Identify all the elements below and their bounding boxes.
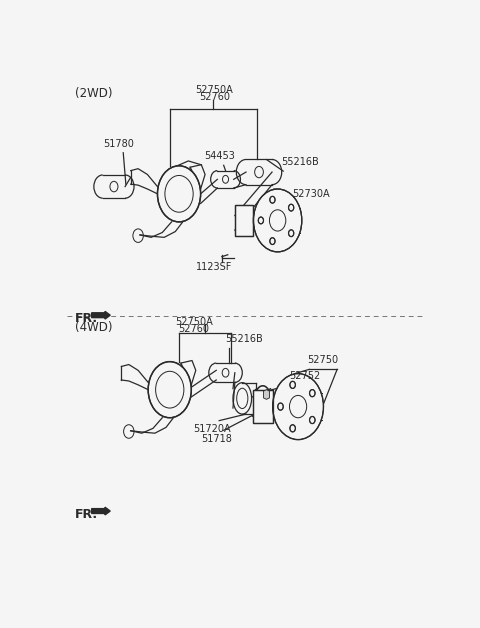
Circle shape <box>310 389 315 397</box>
FancyArrow shape <box>92 507 110 515</box>
Text: 54453: 54453 <box>204 151 235 161</box>
Text: 52750A: 52750A <box>175 317 213 327</box>
Text: FR.: FR. <box>75 508 98 521</box>
Text: 52752: 52752 <box>289 371 320 381</box>
Bar <box>235 205 253 236</box>
Circle shape <box>253 189 302 252</box>
Bar <box>235 205 253 236</box>
Circle shape <box>157 166 201 222</box>
Text: 52760: 52760 <box>179 324 209 334</box>
Polygon shape <box>264 389 269 399</box>
Circle shape <box>148 362 192 418</box>
Text: FR.: FR. <box>75 312 98 325</box>
Bar <box>253 390 273 423</box>
Circle shape <box>270 197 275 203</box>
FancyArrow shape <box>92 311 110 319</box>
Text: 51780: 51780 <box>103 139 133 149</box>
Circle shape <box>288 204 294 211</box>
Text: 55216B: 55216B <box>281 157 319 167</box>
Text: (2WD): (2WD) <box>75 87 112 100</box>
Text: 52750A: 52750A <box>195 85 233 95</box>
Circle shape <box>290 381 295 389</box>
Circle shape <box>270 238 275 244</box>
Text: 52730A: 52730A <box>292 188 330 198</box>
Text: 51720A: 51720A <box>193 425 230 435</box>
Text: 52760: 52760 <box>199 92 230 102</box>
Circle shape <box>273 374 324 440</box>
Circle shape <box>278 403 283 410</box>
Bar <box>253 390 273 423</box>
Text: (4WD): (4WD) <box>75 321 112 334</box>
Text: 52750: 52750 <box>307 355 338 365</box>
Circle shape <box>288 230 294 237</box>
Circle shape <box>290 425 295 432</box>
Text: 1123SF: 1123SF <box>196 261 233 271</box>
Text: 55216B: 55216B <box>226 333 264 344</box>
Circle shape <box>310 416 315 423</box>
Text: 51718: 51718 <box>201 434 232 444</box>
Circle shape <box>258 217 264 224</box>
